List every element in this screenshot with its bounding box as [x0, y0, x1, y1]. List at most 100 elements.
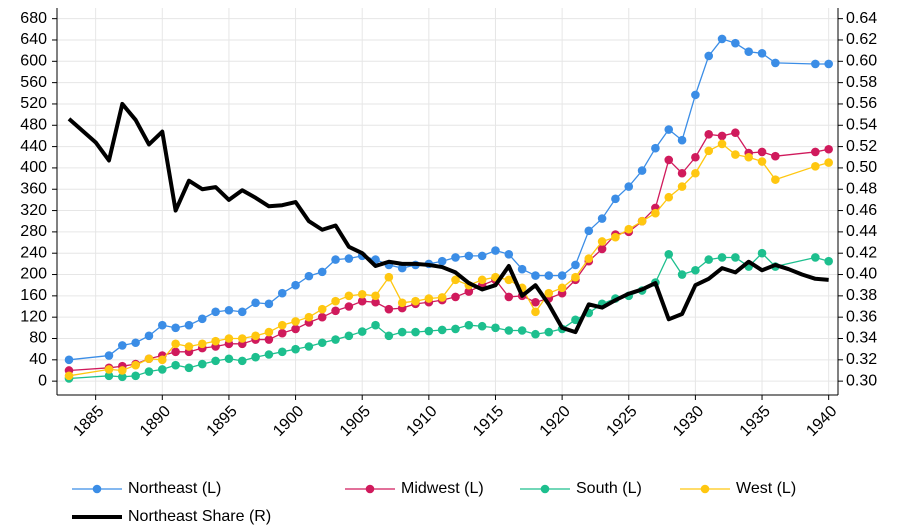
point	[211, 356, 220, 366]
point	[277, 347, 287, 357]
point	[131, 360, 140, 370]
point	[118, 341, 127, 350]
point	[144, 331, 154, 341]
point	[304, 271, 314, 281]
y2-tick-label: 0.32	[846, 351, 877, 368]
y-tick-label: 440	[20, 138, 47, 155]
point	[637, 216, 647, 226]
y2-tick-label: 0.54	[846, 116, 877, 133]
point	[477, 251, 487, 261]
point	[464, 287, 474, 296]
point	[451, 253, 460, 262]
point	[197, 314, 207, 324]
point	[731, 38, 740, 48]
point	[357, 296, 367, 306]
y-tick-label: 120	[20, 308, 47, 325]
point	[571, 315, 580, 325]
point	[477, 275, 487, 285]
y2-tick-label: 0.60	[846, 53, 877, 70]
point	[277, 328, 287, 338]
point	[251, 331, 260, 341]
y2-tick-label: 0.30	[846, 372, 877, 389]
point	[184, 342, 194, 351]
point	[757, 49, 767, 58]
point	[264, 335, 274, 344]
point	[571, 272, 580, 282]
point	[211, 336, 220, 346]
point	[557, 283, 567, 293]
point	[771, 175, 780, 184]
y-tick-label: 280	[20, 223, 47, 240]
series-line	[67, 101, 829, 335]
x-tick-label: 1940	[803, 403, 840, 440]
point	[411, 327, 420, 337]
y2-tick-label: 0.36	[846, 308, 877, 325]
point	[744, 47, 754, 57]
point	[824, 144, 833, 154]
point	[717, 34, 727, 44]
x-tick-label: 1920	[537, 403, 574, 440]
point	[291, 280, 300, 290]
point	[677, 270, 687, 279]
point	[291, 324, 300, 334]
y2-tick-label: 0.42	[846, 244, 877, 261]
point	[304, 342, 314, 351]
point	[331, 296, 340, 306]
point	[157, 355, 167, 365]
point	[397, 263, 407, 273]
point	[691, 152, 700, 162]
point	[157, 320, 167, 330]
point	[331, 255, 340, 264]
point	[317, 304, 327, 314]
point	[184, 363, 194, 373]
point	[531, 271, 540, 280]
point	[637, 166, 647, 175]
y2-tick-label: 0.48	[846, 180, 877, 197]
x-tick-label: 1910	[403, 403, 440, 440]
point	[677, 182, 687, 191]
point	[397, 298, 407, 308]
point	[544, 271, 554, 280]
point	[104, 371, 114, 381]
point	[491, 246, 500, 255]
y-tick-label: 80	[29, 330, 47, 347]
y-tick-label: 640	[20, 31, 47, 48]
point	[237, 334, 247, 343]
point	[651, 143, 660, 153]
point	[757, 147, 767, 157]
y2-tick-label: 0.44	[846, 223, 877, 240]
point	[224, 334, 234, 343]
point	[331, 306, 340, 316]
legend-label: Midwest (L)	[401, 480, 484, 497]
legend-label: West (L)	[736, 480, 796, 497]
point	[184, 320, 194, 330]
point	[304, 312, 314, 322]
point	[611, 232, 620, 242]
point	[517, 326, 527, 335]
x-tick-label: 1895	[204, 403, 241, 440]
x-tick-label: 1885	[70, 403, 107, 440]
legend-label: Northeast Share (R)	[128, 508, 271, 525]
point	[504, 292, 514, 302]
legend-label: Northeast (L)	[128, 480, 221, 497]
point	[264, 299, 274, 309]
point	[357, 289, 367, 299]
point	[624, 182, 634, 191]
y2-tick-label: 0.64	[846, 10, 877, 27]
point	[437, 325, 447, 335]
point	[211, 307, 220, 317]
legend-marker	[700, 484, 710, 494]
point	[424, 326, 434, 336]
point	[131, 338, 140, 348]
point	[197, 359, 207, 369]
point	[197, 339, 207, 349]
point	[544, 327, 554, 337]
point	[118, 366, 127, 375]
y-tick-label: 160	[20, 287, 47, 304]
point	[704, 51, 714, 61]
point	[597, 214, 607, 223]
y-tick-label: 40	[29, 351, 47, 368]
point	[411, 296, 420, 306]
point	[437, 293, 447, 302]
